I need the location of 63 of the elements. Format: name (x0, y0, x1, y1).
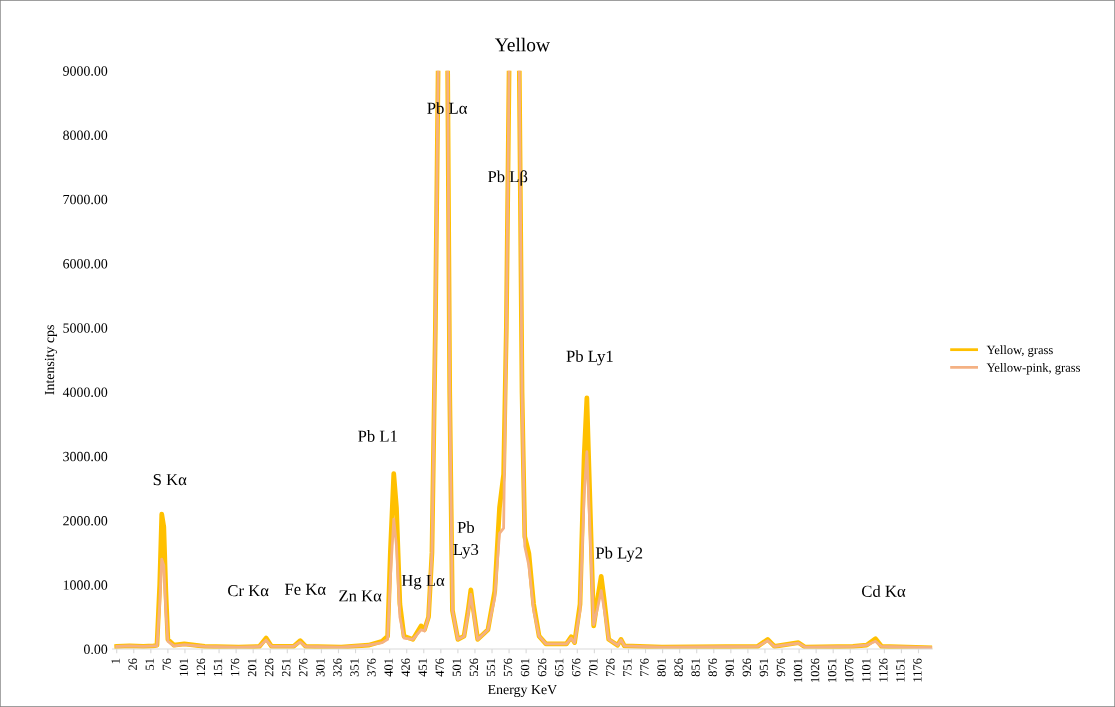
x-tick-label: 26 (128, 658, 137, 670)
x-tick-label: 326 (333, 658, 342, 677)
x-tick-label: 76 (162, 658, 172, 670)
y-axis-title: Intensity cps (44, 325, 58, 395)
x-tick-label: 801 (657, 658, 666, 677)
x-tick-label: 526 (469, 658, 479, 677)
y-tick-label: 1000.00 (63, 580, 108, 590)
y-tick-label: 5000.00 (63, 323, 108, 333)
x-tick-label: 501 (452, 658, 462, 677)
x-tick-label: 126 (196, 658, 206, 676)
x-tick-label: 101 (179, 658, 189, 676)
x-tick-label: 426 (401, 658, 410, 677)
x-tick-label: 751 (623, 658, 632, 676)
x-tick-label: 376 (367, 658, 376, 677)
x-tick-label: 1051 (827, 658, 837, 682)
x-axis-title: Energy KeV (488, 684, 557, 698)
x-tick-label: 1001 (793, 658, 803, 682)
y-tick-label: 3000.00 (63, 451, 108, 462)
x-tick-label: 301 (316, 658, 325, 677)
x-tick-label: 151 (213, 658, 223, 676)
x-tick-label: 276 (299, 658, 308, 677)
x-tick-label: 726 (606, 658, 615, 676)
y-tick-label: 6000.00 (63, 259, 108, 269)
x-tick-label: 851 (691, 658, 700, 677)
x-tick-label: 776 (640, 658, 649, 676)
y-tick-label: 2000.00 (63, 516, 108, 526)
y-tick-label: 0.00 (83, 644, 108, 655)
x-tick-label: 1076 (844, 658, 854, 682)
x-tick-label: 401 (384, 658, 393, 677)
x-tick-label: 651 (554, 658, 564, 677)
chart-title: Yellow (494, 37, 550, 52)
x-tick-label: 826 (674, 658, 683, 677)
x-tick-label: 551 (486, 658, 496, 677)
y-tick-label: 8000.00 (63, 130, 108, 140)
y-tick-label: 7000.00 (63, 194, 108, 205)
x-tick-label: 1101 (862, 658, 871, 682)
x-tick-label: 576 (503, 658, 513, 677)
x-tick-label: 976 (776, 658, 786, 677)
x-tick-label: 901 (725, 658, 734, 677)
x-tick-label: 351 (350, 658, 359, 677)
legend-label: Yellow, grass (986, 345, 1053, 357)
x-tick-label: 226 (264, 658, 274, 677)
x-tick-label: 251 (282, 658, 291, 677)
x-tick-label: 1 (111, 658, 120, 664)
x-tick-label: 951 (759, 658, 769, 677)
x-tick-label: 876 (708, 658, 717, 677)
x-tick-label: 51 (145, 658, 154, 670)
x-tick-label: 176 (230, 658, 240, 676)
x-tick-label: 1176 (913, 658, 922, 682)
y-tick-label: 9000.00 (63, 66, 108, 76)
x-tick-label: 476 (435, 658, 444, 677)
y-tick-label: 4000.00 (62, 387, 108, 398)
x-tick-label: 1151 (896, 658, 905, 682)
x-tick-label: 926 (742, 658, 752, 677)
x-tick-label: 676 (572, 658, 581, 677)
legend-label: Yellow-pink, grass (986, 363, 1081, 375)
x-tick-label: 626 (537, 658, 547, 677)
x-tick-label: 1126 (879, 658, 888, 682)
x-tick-label: 201 (247, 658, 257, 677)
x-tick-label: 451 (418, 658, 427, 677)
x-tick-label: 701 (589, 658, 598, 676)
x-tick-label: 1026 (810, 658, 820, 682)
x-tick-label: 601 (520, 658, 530, 677)
